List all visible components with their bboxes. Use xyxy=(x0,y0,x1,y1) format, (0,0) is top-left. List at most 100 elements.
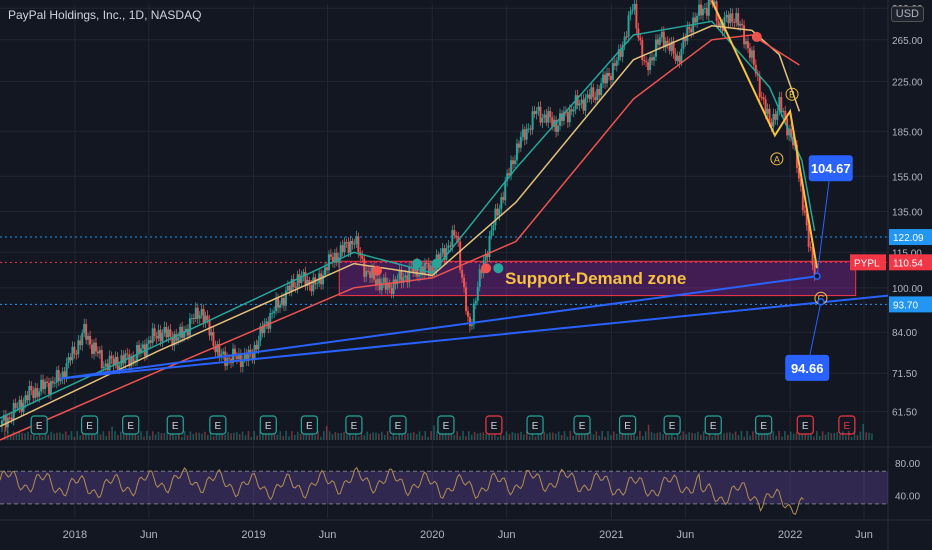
volume-bar xyxy=(230,433,232,440)
candle-body xyxy=(271,313,274,315)
candle-body xyxy=(386,282,389,290)
volume-bar xyxy=(317,431,319,440)
candle-body xyxy=(0,420,3,427)
candle-body xyxy=(20,399,23,412)
volume-bar xyxy=(412,432,415,440)
candle-body xyxy=(347,242,350,253)
volume-bar xyxy=(24,433,26,440)
candle-body xyxy=(190,318,193,320)
candle-body xyxy=(745,41,748,45)
volume-bar xyxy=(752,431,754,440)
candle-body xyxy=(57,370,60,382)
volume-bar xyxy=(357,436,360,440)
candle-body xyxy=(490,230,493,236)
signal-dot xyxy=(371,265,382,276)
earnings-marker xyxy=(166,415,184,435)
volume-bar xyxy=(636,436,638,440)
candle-body xyxy=(510,160,513,176)
candle-body xyxy=(71,346,74,361)
candle-body xyxy=(654,39,657,57)
candle-body xyxy=(28,385,31,401)
candle-body xyxy=(609,76,612,80)
volume-bar xyxy=(708,431,711,440)
volume-bar xyxy=(267,432,270,440)
volume-bar xyxy=(644,431,647,440)
candle-body xyxy=(429,265,432,275)
candle-body xyxy=(75,353,78,355)
volume-bar xyxy=(378,433,380,440)
candle-body xyxy=(273,311,276,314)
volume-bar xyxy=(549,432,551,440)
candle-body xyxy=(547,111,550,123)
volume-bar xyxy=(299,433,302,440)
volume-bar xyxy=(59,432,61,440)
candle-body xyxy=(51,381,54,384)
volume-bar xyxy=(569,431,572,440)
earnings-label: E xyxy=(395,421,402,432)
candle-body xyxy=(151,328,154,343)
candle-body xyxy=(171,336,174,346)
candle-body xyxy=(731,13,734,22)
earnings-marker xyxy=(389,415,407,435)
volume-bar xyxy=(763,433,766,440)
volume-bar xyxy=(276,434,279,440)
volume-bar xyxy=(682,431,685,440)
candle-body xyxy=(570,109,573,112)
volume-bar xyxy=(499,431,502,440)
volume-bar xyxy=(76,431,79,440)
wave-label: A xyxy=(774,154,780,164)
time-tick-label: 2019 xyxy=(241,529,265,541)
volume-bar xyxy=(621,432,624,440)
candle-body xyxy=(67,357,70,364)
volume-bar xyxy=(93,433,96,440)
earnings-marker xyxy=(796,415,814,435)
volume-bar xyxy=(302,432,305,440)
candle-body xyxy=(515,143,518,161)
candle-body xyxy=(228,357,231,360)
earnings-label: E xyxy=(532,421,539,432)
candle-body xyxy=(621,45,624,57)
volume-bar xyxy=(221,431,224,440)
volume-bar xyxy=(494,431,496,440)
candle-body xyxy=(572,109,575,112)
volume-bar xyxy=(772,431,775,440)
candle-body xyxy=(218,343,221,357)
currency-badge[interactable]: USD xyxy=(890,6,924,22)
candle-body xyxy=(805,212,808,226)
candle-body xyxy=(192,318,195,320)
volume-bar xyxy=(476,433,479,440)
candle-body xyxy=(588,94,591,100)
candle-body xyxy=(367,270,370,272)
volume-bar xyxy=(850,436,853,440)
candle-body xyxy=(629,11,632,16)
volume-bar xyxy=(760,432,763,440)
candle-body xyxy=(418,274,421,277)
volume-bar xyxy=(140,431,142,440)
candle-body xyxy=(523,129,526,140)
candle-body xyxy=(582,99,585,111)
candle-body xyxy=(633,3,636,10)
candle-body xyxy=(557,125,560,132)
volume-bar xyxy=(238,433,241,440)
volume-bar xyxy=(610,435,612,440)
candle-body xyxy=(155,336,158,339)
price-tick-label: 61.50 xyxy=(892,408,917,419)
price-label-box xyxy=(889,296,932,313)
volume-bar xyxy=(163,432,166,440)
candle-body xyxy=(237,353,240,360)
volume-bar xyxy=(64,431,67,440)
candle-body xyxy=(768,108,771,122)
volume-bar xyxy=(578,434,580,440)
volume-bar xyxy=(650,431,653,440)
candle-body xyxy=(275,297,278,312)
signal-dot xyxy=(431,258,442,269)
volume-bar xyxy=(398,431,400,440)
volume-bar xyxy=(85,434,87,440)
candle-body xyxy=(306,279,309,287)
volume-bar xyxy=(67,435,70,440)
callout-leader xyxy=(816,168,832,277)
volume-bar xyxy=(212,436,215,440)
candle-body xyxy=(204,315,207,323)
volume-bar xyxy=(253,431,255,440)
candle-body xyxy=(374,279,377,286)
